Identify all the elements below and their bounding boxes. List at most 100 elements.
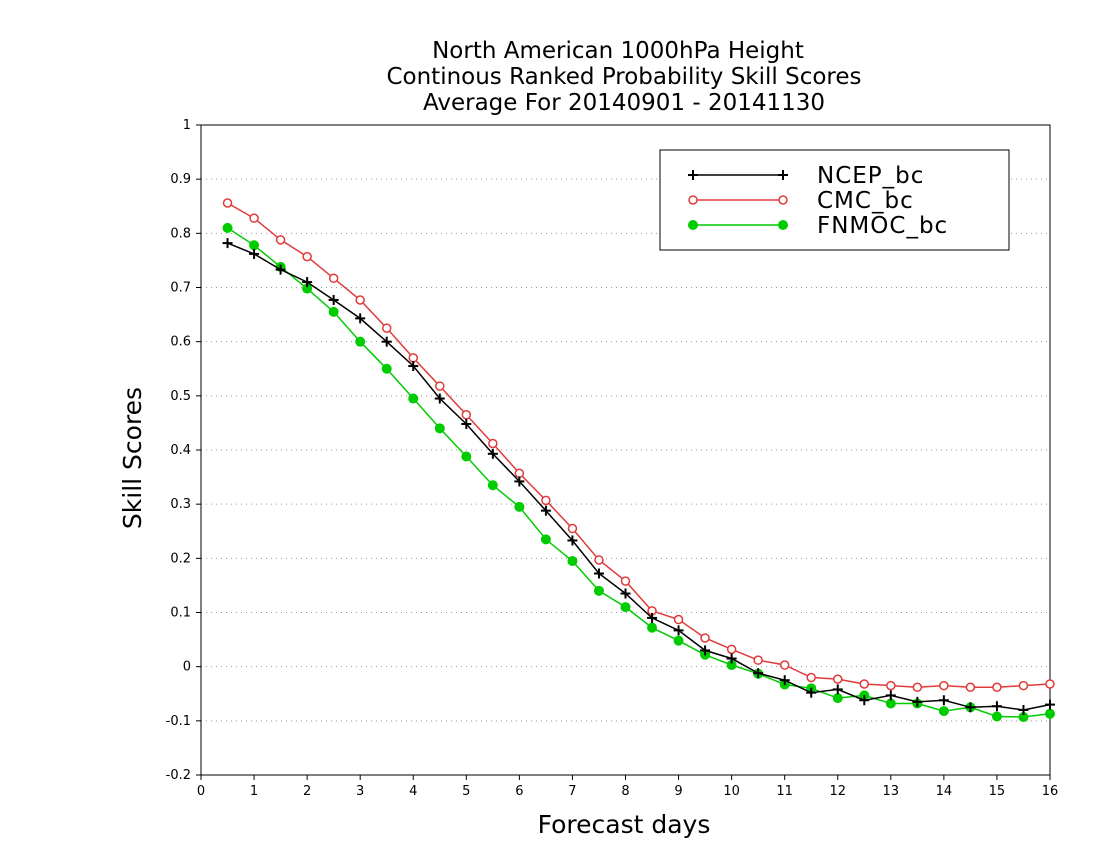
legend-item-cmc-bc: CMC_bc	[688, 188, 914, 214]
x-tick-label: 1	[250, 784, 258, 799]
legend-marker	[688, 195, 698, 205]
series-fnmoc-bc	[222, 222, 1055, 723]
data-point-cmc-bc	[328, 273, 339, 284]
y-tick-label: 0.9	[170, 172, 191, 187]
legend-label: FNMOC_bc	[817, 213, 948, 239]
y-tick-label: 0.1	[170, 606, 191, 621]
data-point-cmc-bc	[567, 523, 578, 534]
y-tick-label: 0.7	[170, 281, 191, 296]
y-tick-label: 0.5	[170, 389, 191, 404]
data-point-cmc-bc	[620, 576, 631, 586]
data-point-fnmoc-bc	[249, 240, 260, 251]
data-point-ncep-bc	[1045, 699, 1055, 710]
x-tick-label: 16	[1042, 784, 1059, 799]
legend-marker	[688, 220, 698, 230]
data-point-cmc-bc	[541, 495, 551, 506]
y-tick-label: 0.2	[170, 551, 191, 566]
data-point-ncep-bc	[620, 588, 631, 599]
chart-title-line-3: Average For 20140901 - 20141130	[423, 90, 825, 116]
series-layer	[222, 198, 1055, 723]
data-point-cmc-bc	[700, 633, 710, 643]
data-point-ncep-bc	[700, 645, 711, 656]
data-point-fnmoc-bc	[487, 480, 498, 491]
legend-item-fnmoc-bc: FNMOC_bc	[688, 213, 948, 239]
x-tick-label: 5	[462, 784, 470, 799]
data-point-ncep-bc	[249, 248, 260, 259]
data-point-cmc-bc	[275, 235, 286, 245]
y-tick-label: -0.1	[166, 714, 191, 729]
data-point-cmc-bc	[1045, 679, 1055, 689]
series-line-cmc-bc	[227, 202, 1051, 689]
data-point-cmc-bc	[461, 410, 472, 420]
data-point-ncep-bc	[355, 313, 366, 324]
data-point-cmc-bc	[859, 679, 870, 689]
data-point-ncep-bc	[487, 448, 498, 459]
data-point-cmc-bc	[488, 438, 498, 449]
y-tick-label: 1	[183, 118, 191, 133]
data-point-cmc-bc	[912, 682, 923, 692]
chart-title-line-1: North American 1000hPa Height	[432, 38, 804, 64]
data-point-ncep-bc	[726, 653, 737, 664]
y-tick-label: 0.4	[170, 443, 191, 458]
data-point-ncep-bc	[222, 238, 233, 249]
data-point-ncep-bc	[275, 264, 286, 275]
x-tick-label: 0	[197, 784, 205, 799]
data-point-ncep-bc	[1018, 705, 1029, 715]
data-point-ncep-bc	[328, 294, 339, 305]
x-tick-label: 12	[829, 784, 846, 799]
data-point-ncep-bc	[302, 277, 313, 288]
data-point-fnmoc-bc	[461, 451, 472, 462]
y-tick-label: 0.6	[170, 335, 191, 350]
data-point-fnmoc-bc	[434, 423, 445, 434]
y-axis: -0.2 -0.1 0 0.1 0.2 0.3 0.4 0.5 0.6 0.7 0.8 0.9 1	[166, 118, 201, 783]
legend-item-ncep-bc: NCEP_bc	[688, 163, 923, 189]
data-point-cmc-bc	[408, 353, 418, 363]
data-point-fnmoc-bc	[832, 693, 843, 704]
x-tick-label: 6	[515, 784, 523, 799]
y-tick-label: 0	[183, 660, 191, 675]
data-point-fnmoc-bc	[673, 635, 684, 646]
data-point-cmc-bc	[355, 295, 365, 305]
x-tick-label: 4	[409, 784, 417, 799]
data-point-cmc-bc	[249, 213, 259, 223]
y-tick-label: 0.8	[170, 226, 191, 241]
y-axis-label: Skill Scores	[118, 387, 147, 529]
data-point-fnmoc-bc	[991, 711, 1002, 722]
legend-marker	[778, 195, 788, 205]
data-point-cmc-bc	[594, 555, 604, 565]
data-point-fnmoc-bc	[355, 336, 366, 347]
data-point-fnmoc-bc	[1045, 708, 1055, 719]
data-point-cmc-bc	[435, 381, 445, 391]
x-tick-label: 14	[936, 784, 953, 799]
data-point-cmc-bc	[1018, 680, 1029, 691]
data-point-ncep-bc	[779, 675, 790, 686]
chart-title: North American 1000hPa Height Continous …	[386, 38, 861, 116]
data-point-cmc-bc	[939, 680, 949, 691]
data-point-cmc-bc	[222, 198, 233, 208]
data-point-ncep-bc	[381, 336, 392, 347]
data-point-fnmoc-bc	[567, 556, 578, 567]
data-point-fnmoc-bc	[514, 501, 525, 512]
data-point-cmc-bc	[833, 674, 843, 684]
data-point-ncep-bc	[408, 361, 419, 372]
x-axis: 0 1 2 3 4 5 6 7 8 9 10 11 12 13 14 15 16	[197, 775, 1058, 799]
data-point-cmc-bc	[673, 614, 684, 625]
data-point-fnmoc-bc	[540, 534, 551, 545]
data-point-cmc-bc	[381, 323, 392, 333]
data-point-ncep-bc	[514, 476, 525, 487]
data-point-fnmoc-bc	[408, 393, 419, 404]
legend-label: CMC_bc	[817, 188, 914, 214]
data-point-ncep-bc	[806, 687, 817, 698]
legend-marker	[688, 170, 698, 180]
data-point-ncep-bc	[753, 668, 764, 679]
data-point-ncep-bc	[991, 701, 1002, 712]
x-tick-label: 3	[356, 784, 364, 799]
data-point-cmc-bc	[726, 644, 737, 655]
x-tick-label: 10	[723, 784, 740, 799]
x-tick-label: 13	[883, 784, 900, 799]
legend-marker	[778, 220, 788, 230]
data-point-cmc-bc	[779, 660, 790, 670]
data-point-ncep-bc	[965, 702, 976, 713]
